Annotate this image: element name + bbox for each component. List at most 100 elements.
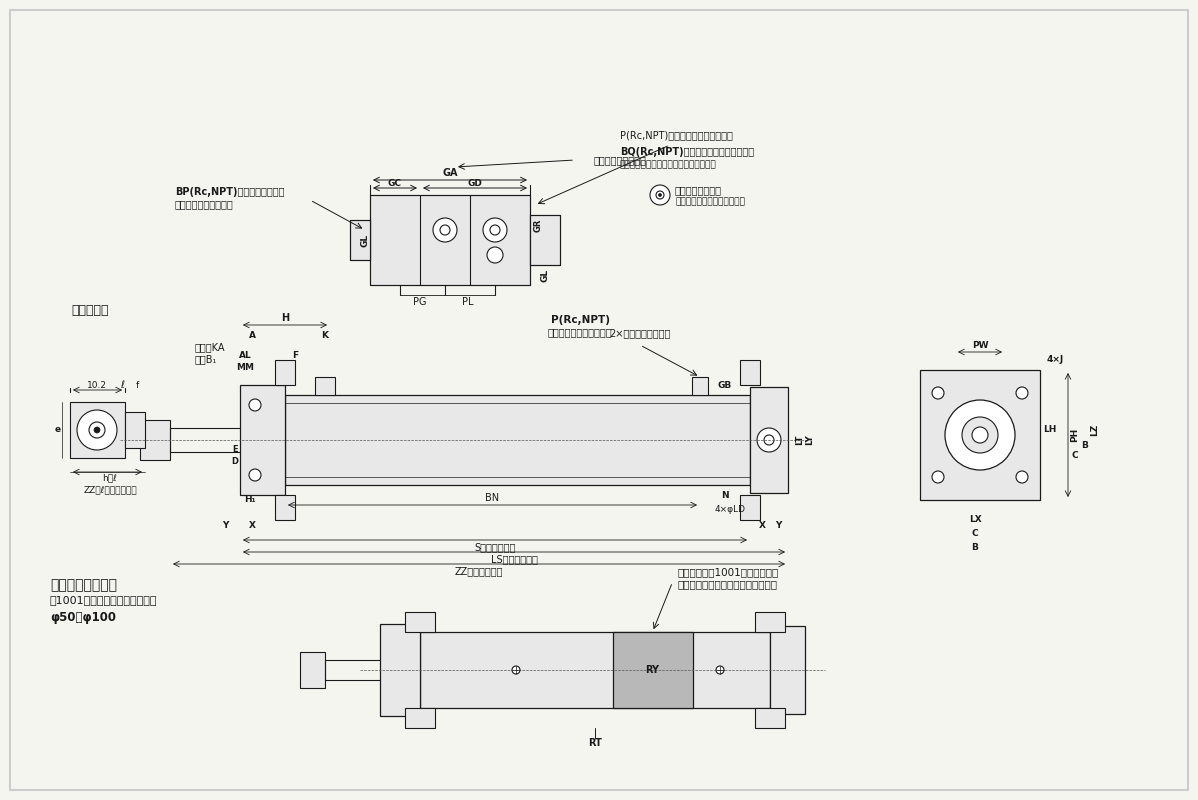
Circle shape xyxy=(962,417,998,453)
Circle shape xyxy=(1016,387,1028,399)
Bar xyxy=(69,402,125,458)
Text: C: C xyxy=(972,530,979,538)
Text: S＋ストローク: S＋ストローク xyxy=(474,542,515,552)
Circle shape xyxy=(945,400,1015,470)
Text: AL: AL xyxy=(238,350,252,359)
Text: P(Rc,NPT): P(Rc,NPT) xyxy=(551,315,610,325)
Text: f: f xyxy=(135,381,139,390)
Text: LY: LY xyxy=(805,434,815,446)
Text: F: F xyxy=(292,350,298,359)
Text: タイロッド補強リングが付きます。: タイロッド補強リングが付きます。 xyxy=(678,579,778,589)
Circle shape xyxy=(512,666,520,674)
Text: GB: GB xyxy=(718,382,732,390)
Text: ジャバラ付: ジャバラ付 xyxy=(71,303,109,317)
Circle shape xyxy=(488,247,503,263)
Bar xyxy=(612,632,692,708)
Circle shape xyxy=(93,427,99,433)
Bar xyxy=(405,612,435,632)
Circle shape xyxy=(432,218,456,242)
Circle shape xyxy=(89,422,105,438)
Text: 加圧状態でロック開放: 加圧状態でロック開放 xyxy=(175,199,234,209)
Text: ヘッド側シリンダポート: ヘッド側シリンダポート xyxy=(547,327,612,337)
Text: X: X xyxy=(758,521,766,530)
Text: 2×クッションバルブ: 2×クッションバルブ xyxy=(610,328,671,338)
Text: B: B xyxy=(972,543,979,553)
Text: 呼吸穴付プラグ栓: 呼吸穴付プラグ栓 xyxy=(674,185,722,195)
Bar xyxy=(300,652,325,688)
Bar xyxy=(125,412,145,448)
Bar xyxy=(370,195,530,285)
Text: LX: LX xyxy=(969,515,981,525)
Text: MM: MM xyxy=(236,362,254,371)
Text: P(Rc,NPT)ロッド側シリンダポート: P(Rc,NPT)ロッド側シリンダポート xyxy=(621,130,733,140)
Bar xyxy=(770,626,805,714)
Bar xyxy=(750,387,788,493)
Text: D: D xyxy=(231,458,238,466)
Text: （1001ストローク以上の場合）: （1001ストローク以上の場合） xyxy=(50,595,157,605)
Text: ZZ＋ストローク: ZZ＋ストローク xyxy=(455,566,503,576)
Circle shape xyxy=(716,666,724,674)
Text: 10.2: 10.2 xyxy=(87,381,107,390)
Text: e: e xyxy=(55,426,61,434)
Text: PG: PG xyxy=(413,297,426,307)
Text: K: K xyxy=(321,330,328,339)
Text: GL: GL xyxy=(540,269,550,282)
Bar xyxy=(350,220,370,260)
Text: PH: PH xyxy=(1071,428,1079,442)
Text: 対辺B₁: 対辺B₁ xyxy=(195,354,217,364)
Circle shape xyxy=(651,185,670,205)
Text: RY: RY xyxy=(646,665,660,675)
Text: H₁: H₁ xyxy=(244,495,255,505)
Text: 二面幅KA: 二面幅KA xyxy=(195,342,225,352)
Text: GR: GR xyxy=(533,218,543,232)
Bar xyxy=(370,195,530,285)
Text: X: X xyxy=(248,521,255,530)
Bar xyxy=(285,395,750,485)
Text: ロングストローク: ロングストローク xyxy=(50,578,117,592)
Bar xyxy=(420,632,770,708)
Bar xyxy=(276,495,295,520)
Text: PW: PW xyxy=(972,342,988,350)
Circle shape xyxy=(483,218,507,242)
Circle shape xyxy=(249,469,261,481)
Circle shape xyxy=(757,428,781,452)
Text: （スプリングロックの場合）: （スプリングロックの場合） xyxy=(674,198,745,206)
Circle shape xyxy=(1016,471,1028,483)
Text: φ50～φ100: φ50～φ100 xyxy=(50,611,116,625)
Text: ℓ: ℓ xyxy=(120,380,125,390)
Circle shape xyxy=(77,410,117,450)
Text: E: E xyxy=(232,446,238,454)
Text: B: B xyxy=(1082,441,1089,450)
Bar xyxy=(755,612,785,632)
Bar xyxy=(740,360,760,385)
Bar xyxy=(405,708,435,728)
Text: ZZ＋ℓ＋ストローク: ZZ＋ℓ＋ストローク xyxy=(83,486,137,494)
Text: A: A xyxy=(248,330,255,339)
Text: ロック状態表示銘板: ロック状態表示銘板 xyxy=(593,155,647,165)
Text: （排気ロックの場合、呼吸穴付プラグ）: （排気ロックの場合、呼吸穴付プラグ） xyxy=(621,161,716,170)
Bar xyxy=(755,708,785,728)
Bar xyxy=(920,370,1040,500)
Text: Y: Y xyxy=(222,521,228,530)
Text: H: H xyxy=(282,313,289,323)
Text: C: C xyxy=(1072,450,1078,459)
Bar xyxy=(530,215,559,265)
Text: LT: LT xyxy=(795,434,805,446)
Text: PL: PL xyxy=(462,297,473,307)
Text: LS＋ストローク: LS＋ストローク xyxy=(490,554,538,564)
Text: ストロークが1001以上の場合は: ストロークが1001以上の場合は xyxy=(678,567,779,577)
Bar xyxy=(530,215,559,265)
Bar xyxy=(276,360,295,385)
Circle shape xyxy=(932,387,944,399)
Bar xyxy=(240,385,285,495)
Bar xyxy=(140,420,170,460)
Circle shape xyxy=(659,194,661,197)
Text: h＋ℓ: h＋ℓ xyxy=(103,474,117,482)
Bar xyxy=(692,377,708,395)
Text: GA: GA xyxy=(442,168,458,178)
Text: Y: Y xyxy=(775,521,781,530)
Bar xyxy=(920,450,1040,500)
Text: LH: LH xyxy=(1043,426,1057,434)
Text: 4×J: 4×J xyxy=(1046,355,1064,365)
Text: BP(Rc,NPT)ロック開放ポート: BP(Rc,NPT)ロック開放ポート xyxy=(175,187,284,197)
